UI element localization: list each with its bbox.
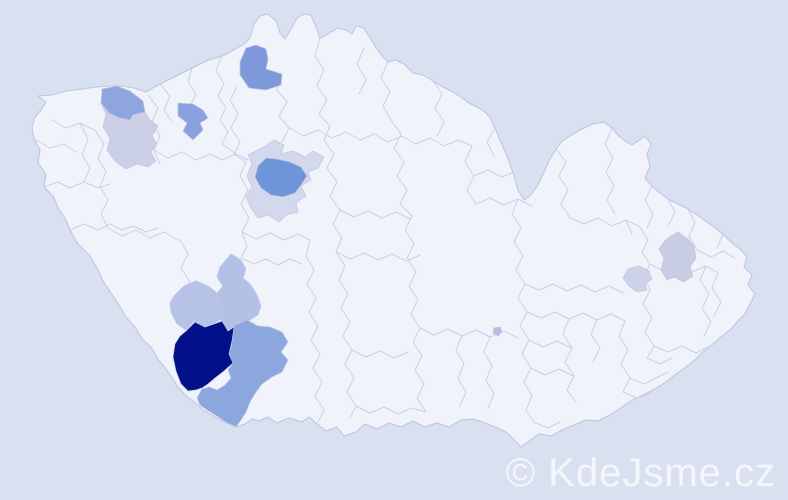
highlight-east-district-1[interactable] [658,231,697,283]
watermark: © KdeJsme.cz [505,451,776,495]
highlighted-districts [100,44,697,428]
highlight-east-district-2[interactable] [622,265,653,293]
highlight-north-district[interactable] [239,44,283,91]
district-border-lines-east [524,127,736,429]
highlight-southwest-district-2[interactable] [169,280,222,331]
highlight-center-small-dot[interactable] [492,326,503,337]
country-border [31,13,756,448]
highlight-northwest-district-3[interactable] [100,102,159,170]
highlight-northwest-district-2[interactable] [177,102,209,141]
highlight-southwest-district-dark[interactable] [172,320,235,392]
highlight-central-district[interactable] [254,157,308,198]
